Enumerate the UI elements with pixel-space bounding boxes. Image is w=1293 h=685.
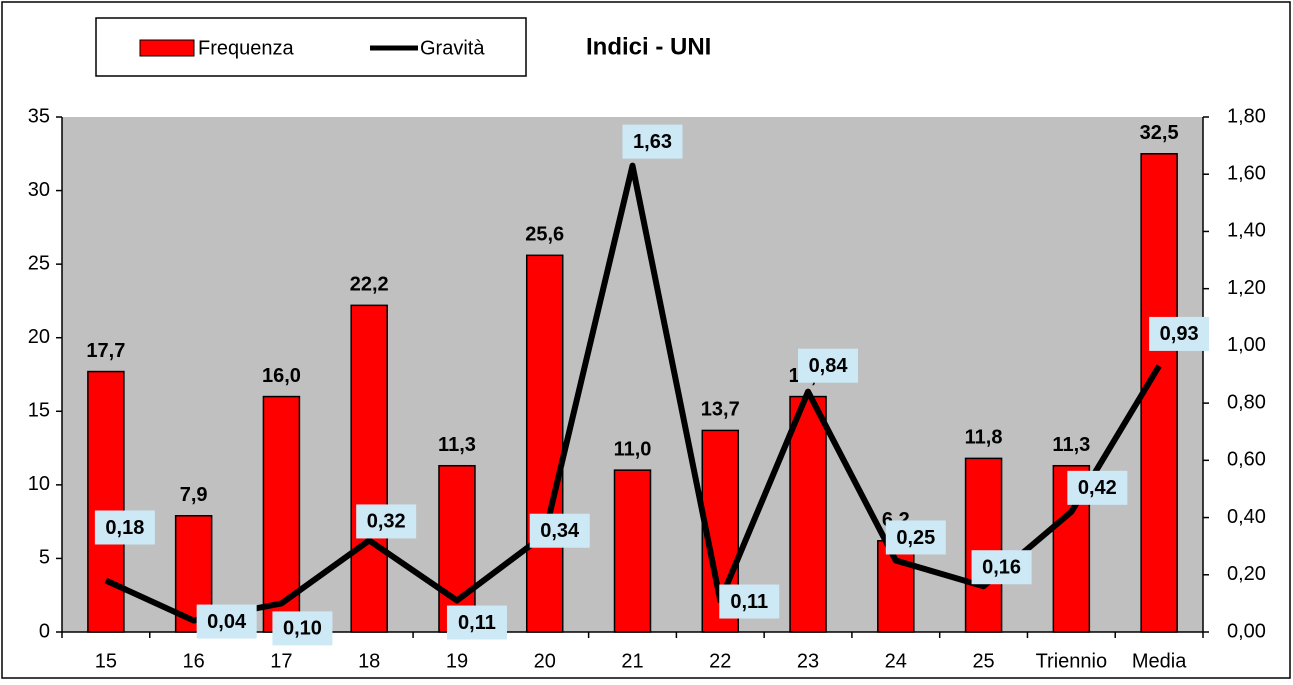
x-tick-label: 22 bbox=[709, 650, 731, 672]
line-value-label: 0,10 bbox=[283, 618, 322, 640]
bar bbox=[964, 457, 1003, 633]
legend-label: Gravità bbox=[420, 37, 485, 59]
x-tick-label: 25 bbox=[972, 650, 994, 672]
bar-value-label: 32,5 bbox=[1140, 122, 1179, 144]
line-value-label: 0,34 bbox=[540, 520, 580, 542]
x-tick-label: 18 bbox=[358, 650, 380, 672]
y-tick-label: 15 bbox=[28, 400, 50, 422]
y2-tick-label: 0,80 bbox=[1227, 391, 1266, 413]
line-label-box bbox=[529, 513, 590, 548]
line bbox=[104, 162, 1162, 624]
y2-tick-label: 1,00 bbox=[1227, 334, 1266, 356]
line-label-box bbox=[94, 510, 155, 545]
y2-tick-label: 0,60 bbox=[1227, 449, 1266, 471]
line-value-label: 0,11 bbox=[458, 612, 496, 634]
line-label-box bbox=[622, 124, 683, 159]
line-value-label: 0,04 bbox=[207, 611, 247, 633]
line-label-box bbox=[798, 348, 859, 383]
bar-value-label: 13,7 bbox=[701, 399, 740, 421]
bar-value-label: 16,0 bbox=[262, 365, 301, 387]
legend-label: Frequenza bbox=[198, 37, 294, 59]
x-tick-label: 17 bbox=[270, 650, 292, 672]
line-label-box bbox=[971, 550, 1032, 585]
legend-swatch bbox=[139, 39, 195, 57]
x-tick-label: 23 bbox=[797, 650, 819, 672]
y2-tick-label: 1,60 bbox=[1227, 163, 1266, 185]
bar-value-label: 11,3 bbox=[1052, 434, 1090, 456]
bar-value-label: 22,2 bbox=[350, 274, 389, 296]
bar bbox=[613, 469, 652, 633]
y-tick-label: 5 bbox=[39, 547, 50, 569]
x-tick-label: 20 bbox=[534, 650, 556, 672]
y-tick-label: 10 bbox=[28, 473, 50, 495]
line-value-label: 0,18 bbox=[105, 517, 144, 539]
line-value-label: 0,32 bbox=[367, 511, 406, 533]
bar bbox=[350, 304, 388, 633]
line-label-box bbox=[1149, 316, 1210, 351]
line-value-label: 0,25 bbox=[896, 527, 935, 549]
line-label-box bbox=[1067, 470, 1128, 505]
y2-tick-label: 1,40 bbox=[1227, 220, 1266, 242]
bar bbox=[87, 370, 125, 633]
line-label-box bbox=[196, 604, 257, 639]
line-value-label: 0,93 bbox=[1160, 323, 1199, 345]
line-label-box bbox=[272, 611, 333, 646]
bar bbox=[789, 395, 827, 633]
bar-value-label: 11,0 bbox=[614, 438, 652, 460]
bar-value-label: 11,8 bbox=[965, 427, 1003, 449]
bar-value-label: 11,3 bbox=[438, 434, 476, 456]
y-tick-label: 35 bbox=[28, 105, 50, 127]
y-tick-label: 20 bbox=[28, 326, 50, 348]
x-tick-label: 15 bbox=[95, 650, 117, 672]
x-tick-label: 21 bbox=[621, 650, 643, 672]
line-value-label: 0,42 bbox=[1078, 477, 1117, 499]
line-label-box bbox=[719, 584, 780, 619]
x-tick-label: 16 bbox=[183, 650, 205, 672]
bar-value-label: 25,6 bbox=[525, 224, 564, 246]
line-label-box bbox=[885, 520, 946, 555]
x-tick-label: 24 bbox=[885, 650, 907, 672]
bar-value-label: 7,9 bbox=[180, 484, 208, 506]
line-value-label: 0,16 bbox=[982, 557, 1021, 579]
line-label-box bbox=[356, 504, 417, 539]
y2-tick-label: 0,00 bbox=[1227, 620, 1266, 642]
chart-title: Indici - UNI bbox=[586, 33, 711, 60]
y2-tick-label: 1,20 bbox=[1227, 277, 1266, 299]
y-tick-label: 25 bbox=[28, 252, 50, 274]
bar-value-label: 17,7 bbox=[86, 340, 125, 362]
y-tick-label: 0 bbox=[39, 620, 50, 642]
y2-tick-label: 1,80 bbox=[1227, 105, 1266, 127]
y2-tick-label: 0,40 bbox=[1227, 506, 1266, 528]
line-label-box bbox=[446, 605, 507, 640]
line-value-label: 1,63 bbox=[633, 131, 672, 153]
bar bbox=[525, 254, 564, 633]
bar bbox=[1140, 153, 1178, 633]
x-tick-label: Triennio bbox=[1036, 650, 1108, 672]
y-tick-label: 30 bbox=[28, 179, 50, 201]
line-value-label: 0,84 bbox=[809, 355, 849, 377]
line-value-label: 0,11 bbox=[730, 591, 768, 613]
y2-tick-label: 0,20 bbox=[1227, 563, 1266, 585]
x-tick-label: 19 bbox=[446, 650, 468, 672]
bar bbox=[438, 464, 476, 633]
x-tick-label: Media bbox=[1132, 650, 1187, 672]
